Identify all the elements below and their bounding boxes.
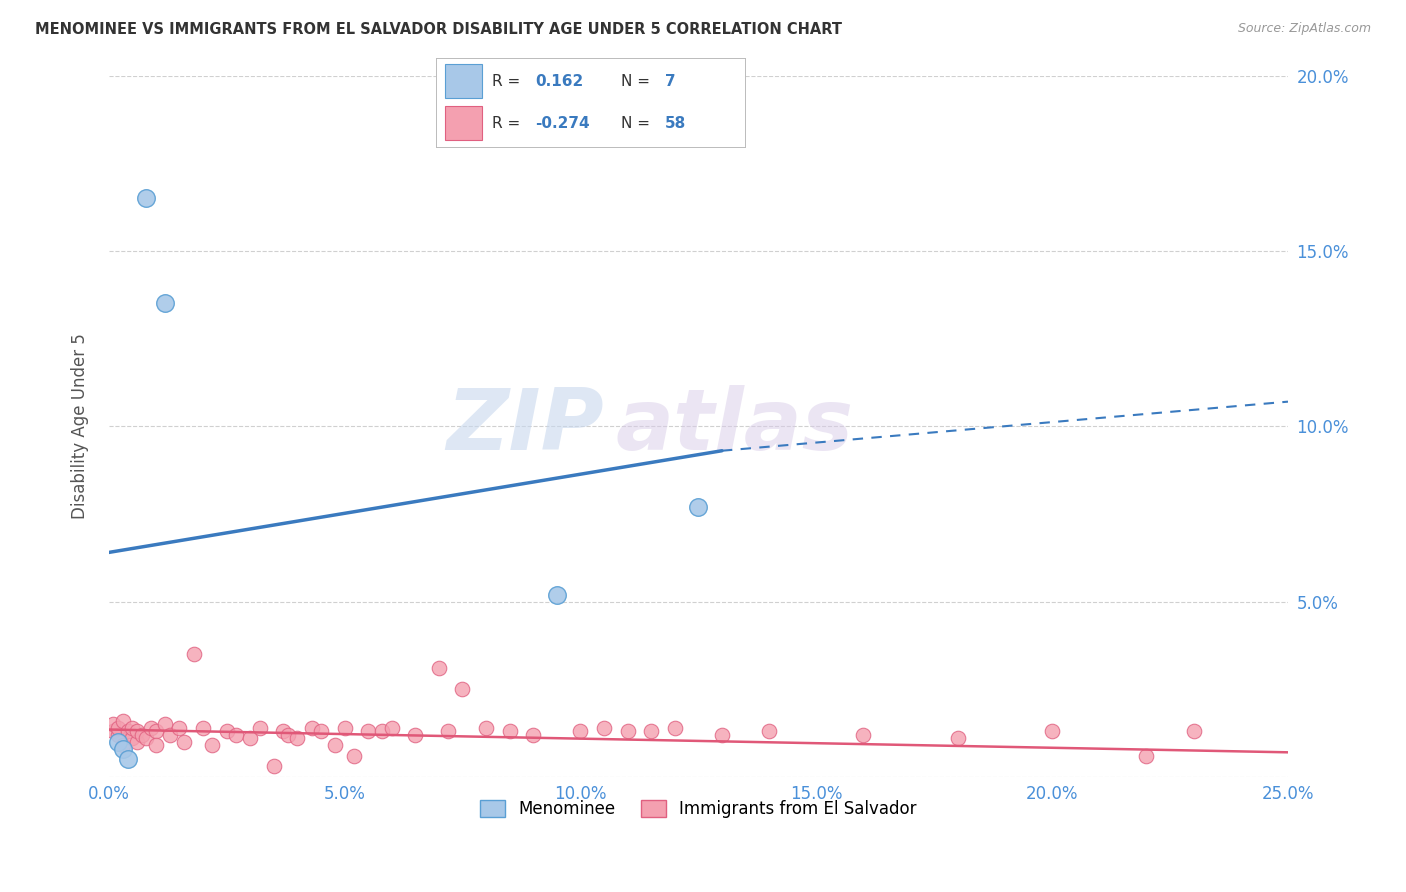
Point	[664, 721, 686, 735]
Point	[309, 724, 332, 739]
Point	[191, 721, 214, 735]
Point	[616, 724, 638, 739]
Point	[1040, 724, 1063, 739]
Point	[333, 721, 356, 735]
Text: ZIP: ZIP	[446, 384, 605, 467]
Point	[710, 728, 733, 742]
Point	[522, 728, 544, 742]
Point	[371, 724, 394, 739]
Point	[155, 717, 177, 731]
Point	[135, 191, 157, 205]
Text: atlas: atlas	[616, 384, 853, 467]
Point	[107, 728, 129, 742]
Point	[498, 724, 520, 739]
Point	[111, 739, 134, 753]
Point	[135, 731, 157, 746]
Text: N =: N =	[621, 74, 651, 88]
Text: 7: 7	[665, 74, 675, 88]
Point	[640, 724, 662, 739]
Point	[758, 724, 780, 739]
Point	[183, 647, 205, 661]
Point	[593, 721, 616, 735]
Point	[173, 735, 195, 749]
Point	[381, 721, 404, 735]
Point	[271, 724, 294, 739]
Point	[201, 739, 224, 753]
Point	[1135, 748, 1157, 763]
Point	[125, 724, 148, 739]
Text: R =: R =	[492, 74, 520, 88]
Point	[357, 724, 380, 739]
Point	[117, 752, 139, 766]
Point	[475, 721, 498, 735]
Point	[131, 728, 153, 742]
Point	[301, 721, 323, 735]
Point	[427, 661, 450, 675]
Point	[688, 500, 710, 514]
Point	[287, 731, 309, 746]
Point	[343, 748, 366, 763]
Point	[946, 731, 969, 746]
Y-axis label: Disability Age Under 5: Disability Age Under 5	[72, 334, 89, 519]
Text: Source: ZipAtlas.com: Source: ZipAtlas.com	[1237, 22, 1371, 36]
Point	[145, 739, 167, 753]
Point	[159, 728, 181, 742]
Point	[125, 735, 148, 749]
Point	[111, 741, 134, 756]
Point	[323, 739, 346, 753]
Text: MENOMINEE VS IMMIGRANTS FROM EL SALVADOR DISABILITY AGE UNDER 5 CORRELATION CHAR: MENOMINEE VS IMMIGRANTS FROM EL SALVADOR…	[35, 22, 842, 37]
Bar	[446, 64, 482, 98]
Point	[852, 728, 875, 742]
Point	[249, 721, 271, 735]
Point	[404, 728, 426, 742]
Text: 0.162: 0.162	[534, 74, 583, 88]
Point	[103, 724, 125, 739]
Point	[263, 759, 285, 773]
Point	[169, 721, 191, 735]
Text: 58: 58	[665, 116, 686, 130]
Bar	[446, 106, 482, 140]
Point	[121, 731, 143, 746]
Point	[117, 724, 139, 739]
Text: R =: R =	[492, 116, 520, 130]
Point	[139, 721, 162, 735]
Point	[546, 587, 568, 601]
Point	[111, 714, 134, 728]
Text: N =: N =	[621, 116, 651, 130]
Point	[569, 724, 592, 739]
Point	[145, 724, 167, 739]
Point	[1182, 724, 1205, 739]
Point	[107, 735, 129, 749]
Point	[437, 724, 460, 739]
Legend: Menominee, Immigrants from El Salvador: Menominee, Immigrants from El Salvador	[474, 793, 924, 824]
Point	[121, 721, 143, 735]
Point	[225, 728, 247, 742]
Point	[155, 296, 177, 310]
Point	[239, 731, 262, 746]
Point	[107, 721, 129, 735]
Point	[103, 717, 125, 731]
Point	[215, 724, 238, 739]
Text: -0.274: -0.274	[534, 116, 589, 130]
Point	[451, 682, 474, 697]
Point	[277, 728, 299, 742]
